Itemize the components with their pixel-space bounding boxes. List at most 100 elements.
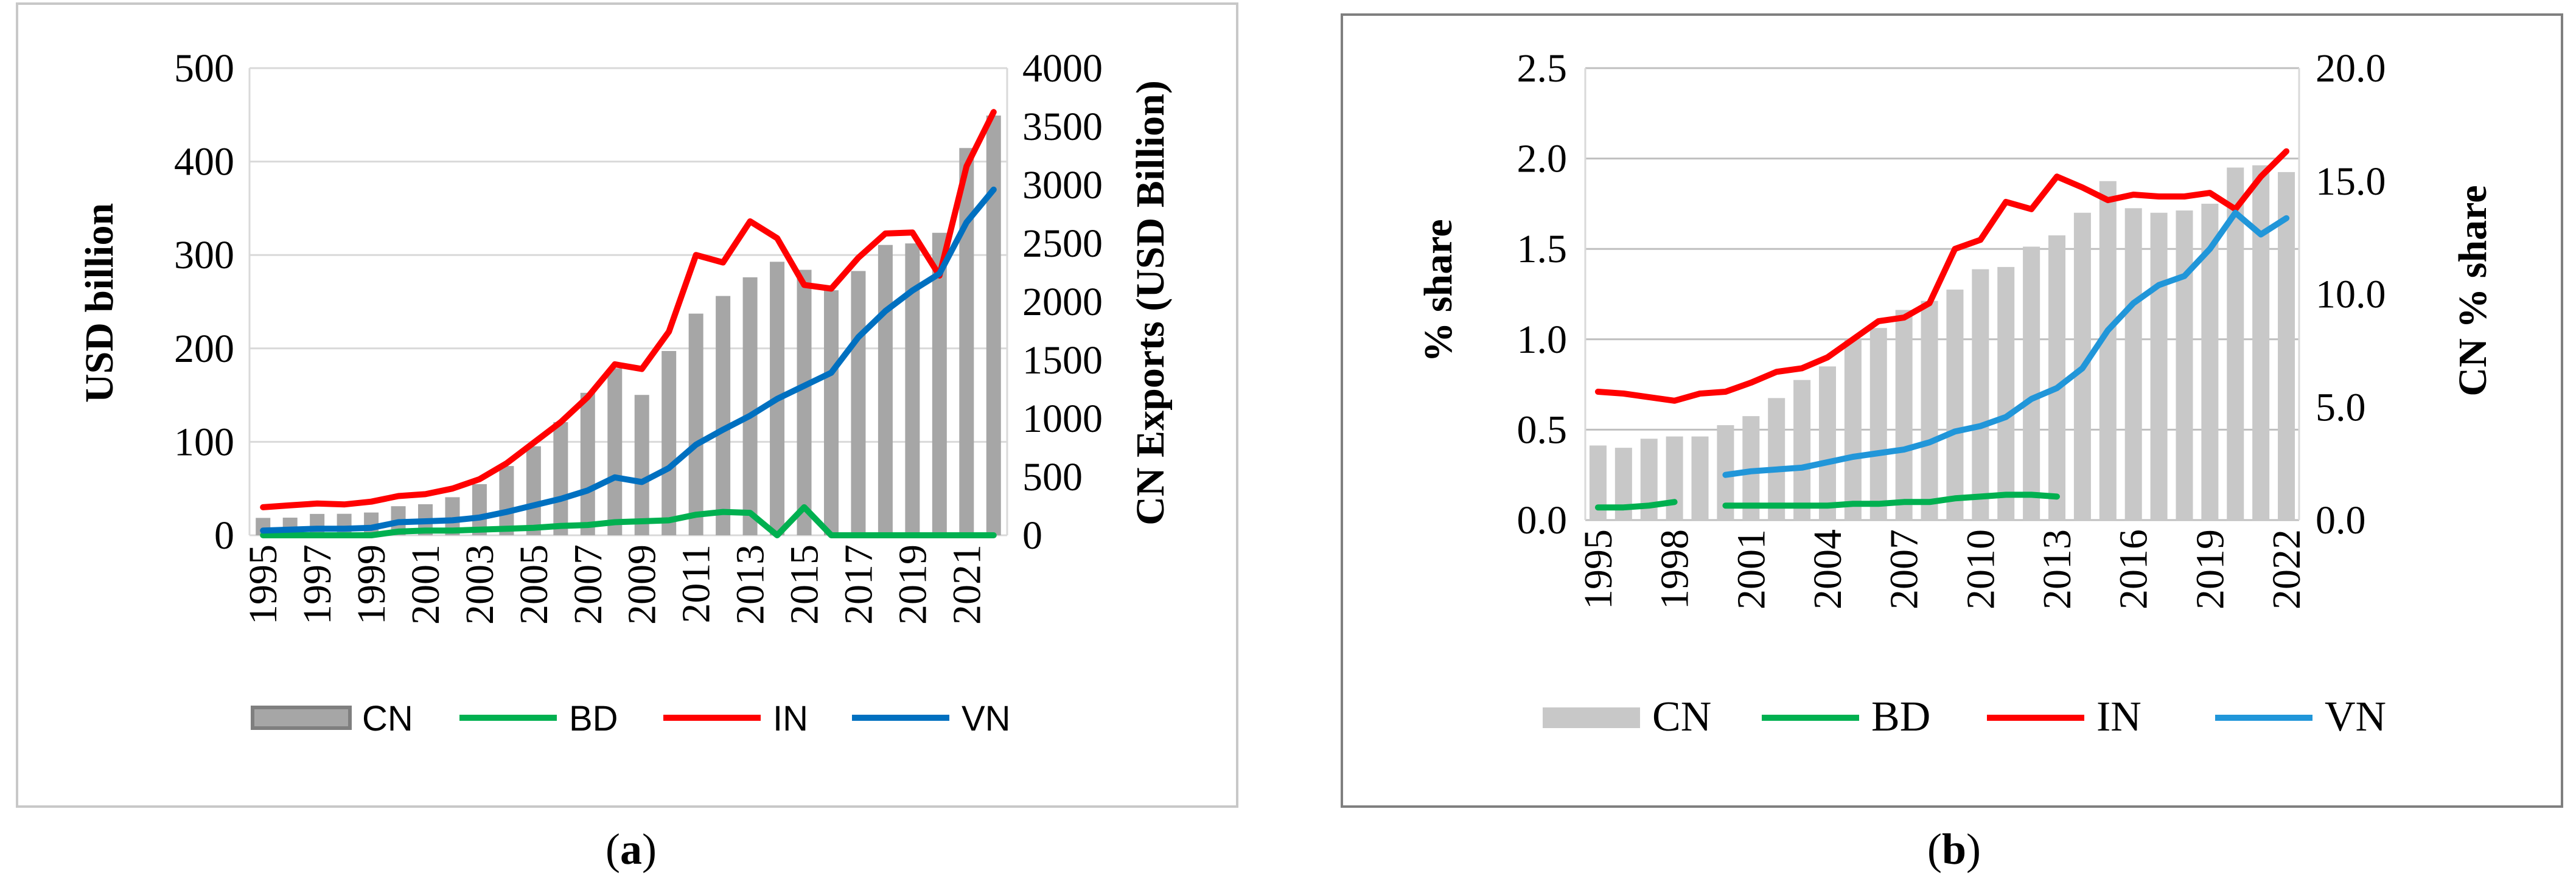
bar-CN-2007	[580, 392, 595, 535]
caption-b-letter: b	[1942, 825, 1966, 873]
bar-CN-2006	[1869, 328, 1887, 520]
x-tick-label: 2009	[620, 544, 665, 625]
caption-a: (a)	[606, 825, 657, 873]
legend-label-BD: BD	[1871, 693, 1930, 740]
bar-CN-2010	[661, 351, 677, 535]
bar-CN-2013	[2048, 235, 2066, 520]
legend-label-VN: VN	[962, 699, 1011, 738]
bar-CN-2010	[1972, 269, 1989, 520]
legend-label-CN: CN	[362, 699, 413, 738]
y-tick-label-right: 1000	[1022, 397, 1103, 441]
bar-CN-2012	[2023, 246, 2040, 520]
bar-CN-2018	[2176, 210, 2193, 520]
y-tick-label-right: 2500	[1022, 221, 1103, 266]
bar-CN-2005	[1844, 339, 1862, 520]
x-tick-label: 2005	[512, 544, 556, 625]
bar-CN-2021	[2252, 165, 2270, 520]
x-tick-label: 2016	[2112, 529, 2156, 609]
bar-CN-2011	[1997, 266, 2015, 520]
y-tick-label-right: 0.0	[2316, 498, 2366, 543]
x-tick-label: 2007	[566, 544, 610, 625]
x-tick-label: 2017	[836, 544, 881, 625]
chart-panel-a: 0 100 200 300 400 500 0 500 1000 1500 2000 2500 3000…	[77, 46, 1173, 738]
y-axis-label-left: USD billion	[77, 203, 122, 403]
bar-CN-1998	[337, 513, 352, 535]
x-tick-label: 1995	[1576, 529, 1621, 609]
y-tick-label-right: 5.0	[2316, 385, 2366, 429]
bar-CN-2004	[499, 466, 514, 535]
chart-panel-b: 0.0 0.5 1.0 1.5 2.0 2.5 0.0 5.0 10.0 15.0 20.0 1995…	[1416, 46, 2495, 740]
bar-CN-2021	[959, 148, 974, 535]
y-axis-label-right: CN % share	[2451, 185, 2495, 396]
y-tick-label-right: 4000	[1022, 46, 1103, 91]
panel-b-frame	[1341, 13, 2563, 808]
legend-label-IN: IN	[2096, 693, 2141, 740]
series-line-IN	[260, 109, 997, 510]
y-tick-label-left: 2.5	[1517, 46, 1568, 91]
bar-CN-2008	[607, 368, 623, 535]
bar-CN-2011	[688, 313, 703, 535]
bar-CN-2005	[526, 446, 541, 535]
y-tick-label-left: 0.0	[1517, 498, 1568, 543]
series-line-VN	[1722, 209, 2290, 478]
bar-CN-2015	[797, 269, 812, 535]
y-tick-label-right: 500	[1022, 455, 1083, 499]
y-tick-label-left: 1.5	[1517, 227, 1568, 271]
y-tick-label-right: 1500	[1022, 338, 1103, 383]
x-tick-label: 2021	[944, 544, 989, 625]
bar-CN-1999	[1691, 436, 1709, 520]
bar-CN-1997	[310, 513, 325, 535]
legend-label-BD: BD	[569, 699, 618, 738]
bar-CN-2020	[2227, 167, 2244, 521]
caption-b: (b)	[1927, 825, 1981, 873]
y-tick-label-left: 500	[174, 46, 234, 91]
bar-CN-2020	[932, 232, 947, 535]
bar-CN-2022	[2278, 172, 2295, 520]
x-tick-label: 2001	[1729, 529, 1773, 609]
bar-CN-2015	[2099, 181, 2117, 520]
y-tick-label-left: 200	[174, 327, 234, 371]
y-tick-label-right: 10.0	[2316, 273, 2386, 317]
legend-label-IN: IN	[773, 699, 808, 738]
bar-CN-2007	[1895, 310, 1913, 520]
x-tick-label: 1997	[295, 544, 340, 625]
legend-label-VN: VN	[2325, 693, 2386, 740]
x-tick-label: 2010	[1958, 529, 2003, 609]
y-tick-label-left: 300	[174, 233, 234, 277]
x-tick-label: 2013	[2035, 529, 2079, 609]
y-tick-label-right: 2000	[1022, 280, 1103, 324]
bar-CN-2008	[1921, 300, 1938, 520]
bar-CN-2016	[2124, 208, 2142, 521]
bar-CN-1998	[1666, 436, 1683, 520]
bar-CN-2002	[1768, 398, 1785, 520]
bar-CN-2017	[851, 271, 866, 535]
y-axis-label-left: % share	[1416, 219, 1461, 362]
x-tick-label: 2019	[890, 544, 935, 625]
y-tick-label-left: 0	[214, 513, 234, 558]
x-tick-label: 1999	[349, 544, 394, 625]
y-tick-label-left: 400	[174, 140, 234, 184]
x-tick-label: 1995	[241, 544, 285, 625]
y-tick-label-right: 15.0	[2316, 159, 2386, 204]
y-tick-label-right: 20.0	[2316, 46, 2386, 91]
y-tick-label-right: 3000	[1022, 163, 1103, 207]
x-tick-label: 2007	[1882, 529, 1927, 609]
bar-CN-2012	[716, 296, 731, 535]
series-line-IN	[1594, 148, 2290, 404]
y-tick-label-left: 1.0	[1517, 318, 1568, 362]
bar-CN-2013	[742, 277, 758, 535]
series-line-BD	[260, 504, 997, 538]
y-tick-label-left: 0.5	[1517, 408, 1568, 452]
x-tick-label: 2003	[458, 544, 502, 625]
bar-CN-2018	[878, 245, 893, 535]
x-tick-label: 2004	[1806, 529, 1850, 609]
x-tick-label: 1998	[1653, 529, 1697, 609]
y-axis-label-right: CN Exports (USD Billion)	[1128, 80, 1173, 526]
x-tick-label: 2001	[403, 544, 448, 625]
legend-label-CN: CN	[1652, 693, 1711, 740]
x-tick-label: 2013	[728, 544, 773, 625]
caption-a-letter: a	[620, 825, 642, 873]
bar-CN-2017	[2150, 212, 2168, 520]
bar-CN-2004	[1818, 366, 1836, 520]
